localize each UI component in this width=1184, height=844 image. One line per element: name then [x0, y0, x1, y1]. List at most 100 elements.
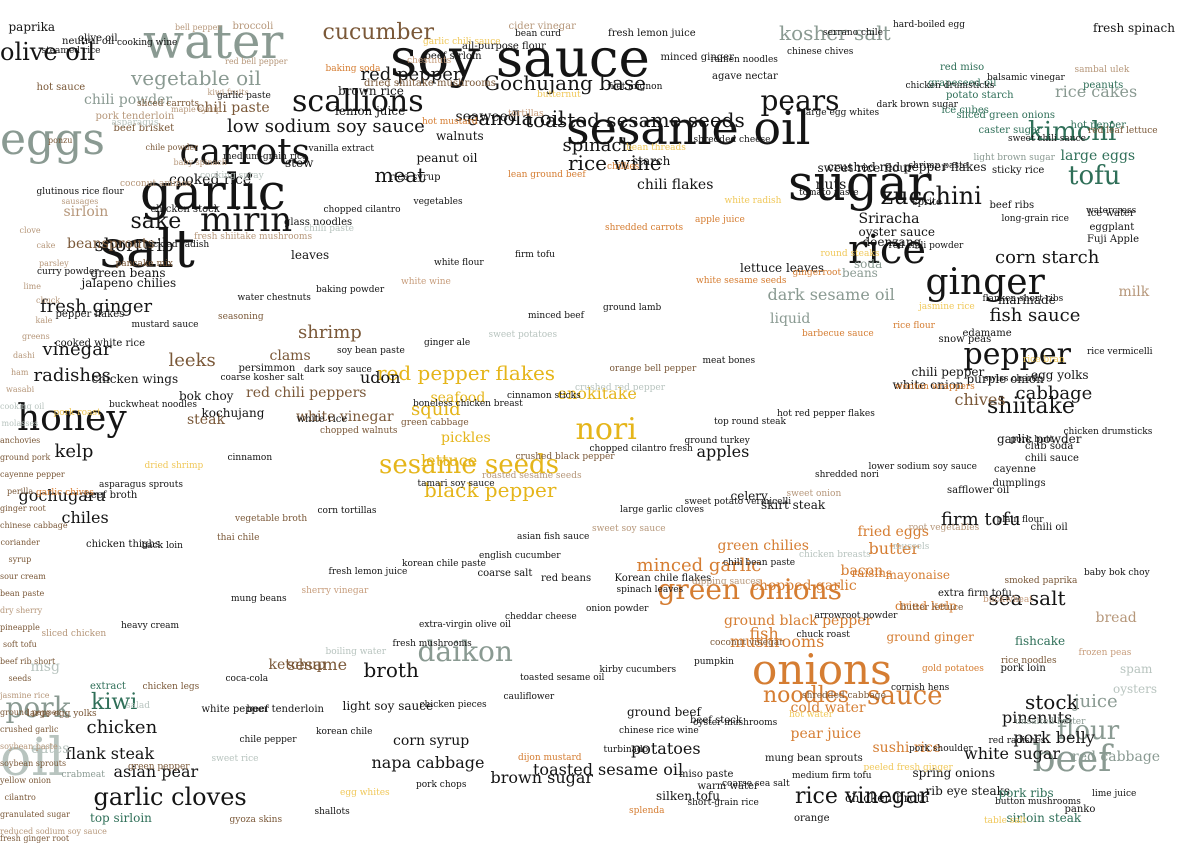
word-292: apple juice	[695, 214, 745, 225]
word-26: cucumber	[322, 20, 434, 45]
word-249: coriander	[0, 538, 40, 547]
word-183: bok choy	[179, 389, 234, 403]
word-297: asparagus sprouts	[99, 479, 183, 490]
word-32: spinach	[562, 135, 634, 156]
word-186: white rice	[296, 414, 348, 425]
word-275: asparagus	[111, 117, 159, 128]
word-107: fried eggs	[857, 524, 929, 540]
word-328: plain flour	[996, 514, 1044, 525]
word-147: skirt steak	[761, 498, 826, 512]
word-80: white sugar	[964, 744, 1061, 763]
word-244: ground pork	[0, 453, 51, 462]
word-423: chinese rice wine	[619, 725, 699, 736]
word-31: low sodium soy sauce	[227, 116, 425, 137]
word-280: crushed red pepper	[575, 382, 665, 393]
word-189: white pepper	[201, 704, 269, 715]
word-73: butter	[868, 539, 920, 558]
word-347: oyster mushrooms	[693, 717, 778, 728]
word-69: napa cabbage	[371, 753, 485, 772]
word-427: sweet chili sauce	[1008, 133, 1086, 144]
word-13: mirin	[200, 200, 293, 240]
word-304: chinese chives	[787, 46, 854, 57]
word-48: flour	[1057, 716, 1120, 746]
word-264: cilantro	[4, 793, 36, 802]
word-21: kimchi	[1028, 117, 1117, 147]
word-334: bean curd	[515, 28, 562, 39]
word-396: sliced carrots	[137, 98, 200, 109]
word-261: soybean paste	[0, 742, 58, 751]
word-229: ponzu	[48, 136, 73, 145]
word-64: flank steak	[65, 744, 155, 763]
word-25: sake	[130, 209, 182, 234]
word-294: rice flour	[893, 320, 935, 331]
word-77: juice	[1074, 691, 1118, 712]
word-371: wonton wrappers	[895, 381, 975, 392]
word-221: red bell pepper	[225, 57, 288, 66]
word-225: pork tenderloin	[95, 111, 175, 122]
word-400: minced beef	[528, 310, 584, 321]
word-146: celery	[730, 489, 768, 503]
word-185: kochujang	[201, 406, 265, 420]
word-160: ice cubes	[941, 105, 989, 116]
word-165: top sirloin	[90, 811, 152, 825]
word-372: pork butt	[1010, 434, 1054, 445]
word-24: olive oil	[0, 38, 95, 66]
word-266: reduced sodium soy sauce	[0, 827, 107, 836]
word-394: button mushrooms	[995, 796, 1081, 807]
word-329: baby bok choy	[1084, 567, 1150, 578]
word-369: white sesame seeds	[696, 275, 787, 286]
word-362: large egg yolks	[27, 708, 97, 719]
word-437: gold potatoes	[922, 663, 984, 674]
word-74: fish	[749, 624, 779, 643]
word-425: serrano chile	[823, 27, 883, 38]
word-252: bean paste	[0, 589, 45, 598]
word-335: filet mignon	[607, 81, 663, 92]
word-392: shredded cabbage	[802, 690, 886, 701]
word-23: zucchini	[880, 182, 982, 210]
word-96: chili paste	[196, 100, 270, 116]
word-307: watercress	[1086, 205, 1137, 216]
word-172: sticky rice	[992, 165, 1045, 176]
word-377: chicken pieces	[419, 699, 487, 710]
word-103: ketchup	[268, 657, 326, 673]
word-19: sesame seeds	[379, 450, 559, 480]
word-128: paprika	[8, 20, 56, 34]
word-142: white onion	[892, 378, 964, 392]
word-365: baking soda	[325, 63, 381, 74]
word-256: beef rib short	[0, 657, 56, 666]
word-405: smoked paprika	[1004, 575, 1078, 586]
word-271: hot water	[789, 709, 834, 720]
word-333: pork chops	[416, 779, 467, 790]
word-164: extract	[90, 681, 126, 692]
word-353: fresh shiitake mushrooms	[194, 231, 313, 242]
word-237: greens	[22, 332, 50, 341]
word-439: crabmeat	[61, 769, 105, 780]
word-108: raisins	[851, 566, 893, 580]
word-344: korean chile paste	[402, 558, 486, 569]
word-50: pork	[5, 691, 71, 724]
word-14: scallions	[292, 84, 424, 119]
word-199: chili oil	[1030, 522, 1068, 533]
word-382: shrimp paste	[908, 160, 968, 171]
word-98: sirloin	[63, 204, 109, 220]
word-167: panko	[1064, 804, 1096, 815]
word-375: mung beans	[231, 593, 287, 604]
word-357: chopped cilantro fresh	[589, 443, 693, 454]
word-260: crushed garlic	[0, 725, 59, 734]
word-137: oyster sauce	[858, 225, 936, 239]
word-141: chili pepper	[911, 365, 985, 379]
word-397: medium-grain rice	[223, 151, 308, 162]
word-349: hard-boiled egg	[893, 19, 965, 30]
word-71: minced garlic	[636, 555, 762, 576]
word-187: beef broth	[84, 490, 138, 501]
word-257: seeds	[8, 674, 32, 683]
word-2: sugar	[788, 154, 932, 212]
word-115: pear juice	[790, 726, 862, 742]
word-36: red pepper	[360, 64, 462, 85]
word-68: toasted sesame oil	[533, 760, 684, 779]
word-113: dried kelp	[895, 599, 957, 613]
word-40: squid	[411, 399, 461, 420]
word-180: pepper flakes	[55, 309, 125, 320]
word-20: nori	[575, 412, 637, 447]
word-235: chuck	[36, 296, 61, 305]
